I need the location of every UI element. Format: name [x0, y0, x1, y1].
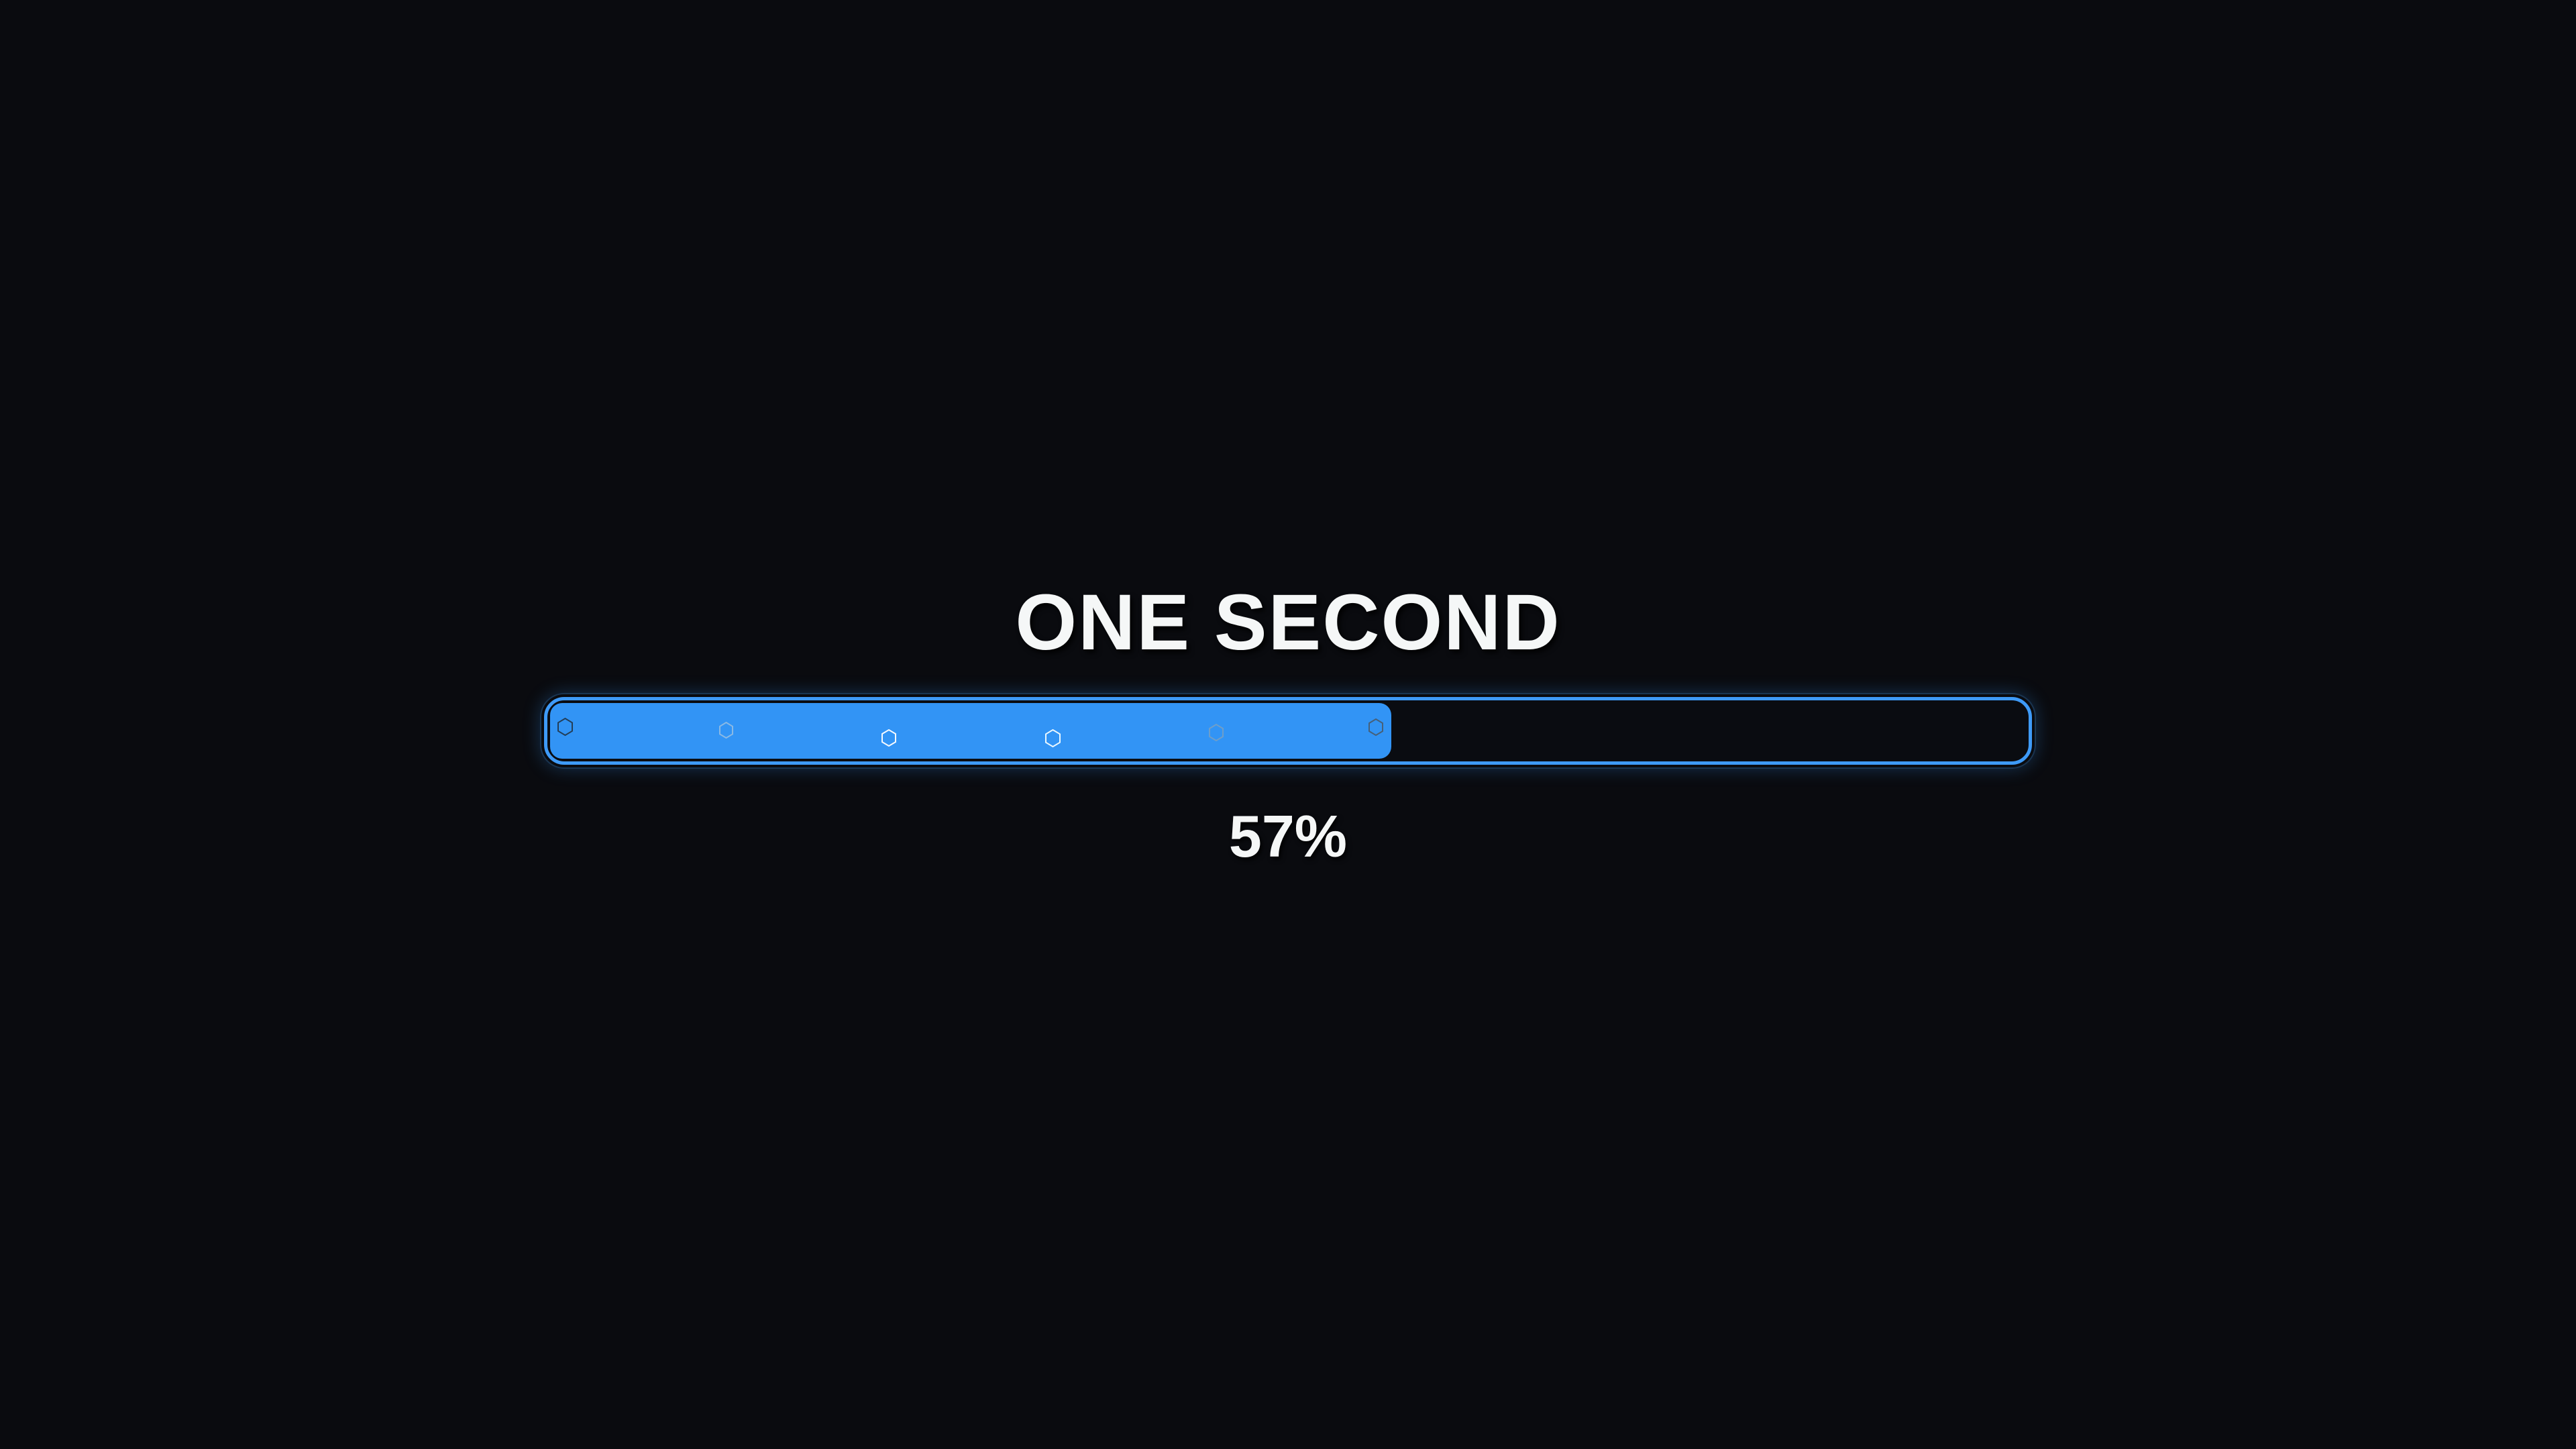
hexagon-icon: [1045, 729, 1061, 747]
progress-percent: 57%: [1228, 802, 1348, 869]
hexagon-icon: [557, 717, 574, 736]
hexagon-icon: [1209, 724, 1224, 742]
loading-title: ONE SECOND: [1015, 578, 1561, 667]
hexagon-icon: [881, 729, 897, 747]
hexagon-icon: [1368, 718, 1384, 737]
progress-bar: [544, 696, 2032, 765]
progress-fill: [550, 702, 1391, 759]
hexagon-icon: [718, 721, 733, 739]
